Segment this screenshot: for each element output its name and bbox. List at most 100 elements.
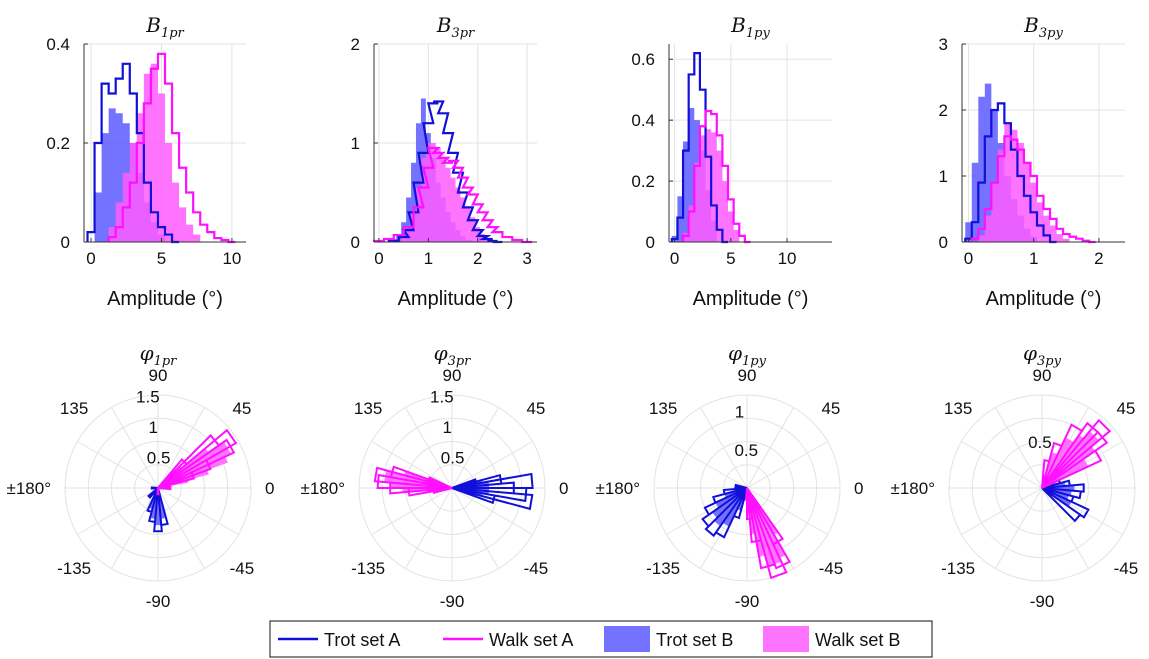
polar-grid-spoke bbox=[451, 487, 499, 569]
x-tick-label: 10 bbox=[222, 249, 241, 268]
histogram-panel-1pr: 0 5 10 0 0.2 0.4 B1pr Amplitude (°) bbox=[46, 13, 246, 310]
polar-grid-spoke bbox=[77, 487, 159, 535]
radial-tick-label: 0.5 bbox=[1028, 433, 1052, 452]
polar-title: φ3py bbox=[1023, 341, 1062, 369]
radial-tick-label: 1.5 bbox=[430, 387, 454, 406]
y-tick-label: 2 bbox=[939, 101, 948, 120]
angle-label: -45 bbox=[230, 559, 255, 578]
angle-label: -45 bbox=[524, 559, 549, 578]
histogram-trot-set-a bbox=[964, 102, 1057, 244]
polar-trot-set-a bbox=[146, 472, 174, 533]
angle-label: ±180° bbox=[7, 479, 52, 498]
legend-swatch bbox=[604, 626, 650, 652]
polar-walk-set-a bbox=[156, 428, 238, 496]
x-tick-label: 1 bbox=[424, 249, 433, 268]
polar-title: φ1py bbox=[728, 341, 767, 369]
polar-walk-set-a bbox=[373, 465, 453, 497]
polar-grid-spoke bbox=[157, 487, 239, 535]
polar-grid-spoke bbox=[746, 487, 828, 535]
angle-label: -45 bbox=[1114, 559, 1139, 578]
histogram-walk-set-a bbox=[372, 146, 533, 244]
histogram-title: B3py bbox=[1023, 13, 1063, 41]
y-tick-label: 0.2 bbox=[631, 172, 655, 191]
radial-tick-label: 0.5 bbox=[441, 448, 465, 467]
y-tick-label: 0 bbox=[351, 233, 360, 252]
polar-grid-spoke bbox=[666, 441, 748, 489]
x-tick-label: 0 bbox=[670, 249, 679, 268]
angle-label: -135 bbox=[57, 559, 91, 578]
polar-grid-spoke bbox=[77, 441, 159, 489]
histogram-walk-set-a bbox=[970, 135, 1096, 244]
polar-panel-1py: 0.5 1 90 45 0 -45 -90 -135 ±180° 135 φ1py bbox=[596, 341, 864, 611]
angle-label: 135 bbox=[649, 399, 677, 418]
histogram-panel-3py: 0 1 2 0 1 2 3 B3py Amplitude (°) bbox=[939, 13, 1125, 310]
polar-grid-spoke bbox=[111, 487, 159, 569]
angle-label: -90 bbox=[146, 592, 171, 611]
y-tick-label: 0 bbox=[939, 233, 948, 252]
y-tick-label: 0 bbox=[61, 233, 70, 252]
histogram-title: B1pr bbox=[145, 13, 184, 41]
x-tick-label: 0 bbox=[964, 249, 973, 268]
polar-grid-spoke bbox=[157, 487, 205, 569]
radial-tick-label: 0.5 bbox=[147, 448, 171, 467]
histogram-title: B3pr bbox=[436, 13, 475, 41]
x-tick-label: 1 bbox=[1029, 249, 1038, 268]
angle-label: 90 bbox=[1033, 366, 1052, 385]
histogram-trot-set-a bbox=[387, 100, 503, 244]
histogram-walk-set-a bbox=[107, 52, 236, 244]
angle-label: -90 bbox=[1030, 592, 1055, 611]
angle-label: 45 bbox=[526, 399, 545, 418]
polar-grid-spoke bbox=[157, 407, 205, 489]
histogram-panel-1py: 0 5 10 0 0.2 0.4 0.6 B1py Amplitude (°) bbox=[631, 13, 832, 310]
angle-label: 90 bbox=[443, 366, 462, 385]
radial-tick-label: 0.5 bbox=[734, 441, 758, 460]
polar-grid-spoke bbox=[405, 407, 453, 489]
angle-label: -45 bbox=[819, 559, 844, 578]
polar-grid-spoke bbox=[961, 487, 1043, 535]
y-tick-label: 0.4 bbox=[631, 111, 655, 130]
angle-label: 0 bbox=[854, 479, 863, 498]
polar-grid-spoke bbox=[451, 487, 533, 535]
angle-label: 45 bbox=[821, 399, 840, 418]
x-tick-label: 10 bbox=[778, 249, 797, 268]
polar-panel-1pr: 0.5 1 1.5 90 45 0 -45 -90 -135 ±180° 135 φ1pr bbox=[7, 341, 275, 611]
polar-grid-spoke bbox=[995, 487, 1043, 569]
y-tick-label: 1 bbox=[351, 134, 360, 153]
legend-box bbox=[269, 620, 933, 658]
angle-label: 90 bbox=[149, 366, 168, 385]
x-axis-label: Amplitude (°) bbox=[398, 288, 514, 310]
angle-label: ±180° bbox=[301, 479, 346, 498]
angle-label: -90 bbox=[440, 592, 465, 611]
angle-label: ±180° bbox=[596, 479, 641, 498]
polar-trot-set-a bbox=[1041, 478, 1090, 523]
x-axis-label: Amplitude (°) bbox=[986, 288, 1102, 310]
legend-label: Walk set A bbox=[489, 630, 573, 650]
polar-grid-spoke bbox=[746, 441, 828, 489]
y-tick-label: 0 bbox=[646, 233, 655, 252]
angle-label: 135 bbox=[944, 399, 972, 418]
radial-tick-label: 1 bbox=[442, 418, 451, 437]
legend: Trot set A Walk set A Trot set B Walk set B bbox=[269, 620, 933, 658]
polar-grid-spoke bbox=[700, 407, 748, 489]
x-tick-label: 3 bbox=[522, 249, 531, 268]
polar-walk-set-a bbox=[744, 487, 792, 580]
angle-label: ±180° bbox=[891, 479, 936, 498]
angle-label: 0 bbox=[265, 479, 274, 498]
x-tick-label: 2 bbox=[473, 249, 482, 268]
radial-tick-label: 1 bbox=[148, 418, 157, 437]
legend-swatch bbox=[763, 626, 809, 652]
x-tick-label: 0 bbox=[374, 249, 383, 268]
legend-label: Trot set A bbox=[324, 630, 400, 650]
polar-grid-spoke bbox=[111, 407, 159, 489]
angle-label: 0 bbox=[559, 479, 568, 498]
histogram-walk-set-b bbox=[108, 63, 208, 242]
polar-title: φ3pr bbox=[434, 341, 472, 369]
histogram-trot-set-a bbox=[86, 62, 180, 244]
polar-grid-spoke bbox=[1041, 487, 1089, 569]
polar-grid-spoke bbox=[961, 441, 1043, 489]
x-tick-label: 2 bbox=[1094, 249, 1103, 268]
angle-label: 45 bbox=[1116, 399, 1135, 418]
y-tick-label: 0.4 bbox=[46, 35, 70, 54]
